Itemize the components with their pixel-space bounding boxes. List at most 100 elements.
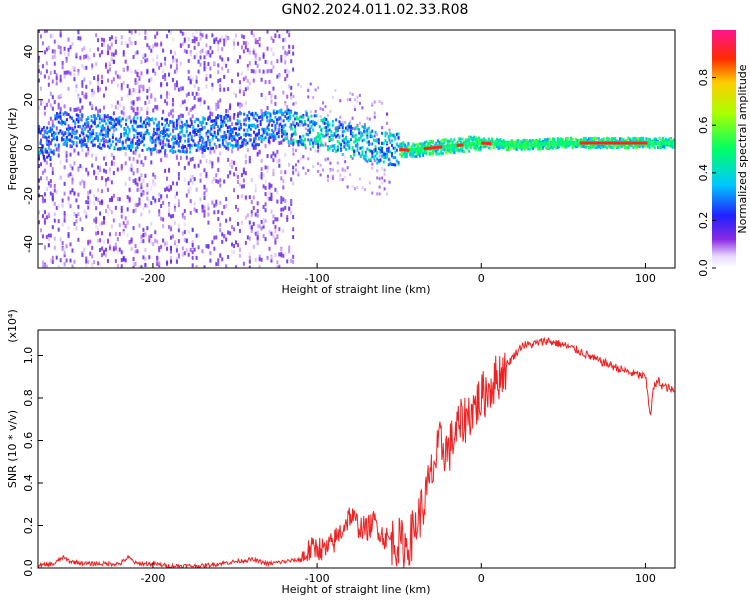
noise-cell — [183, 165, 186, 170]
noise-cell — [112, 155, 115, 160]
noise-cell — [213, 203, 216, 208]
noise-cell — [260, 109, 263, 114]
signal-cell — [143, 143, 146, 147]
signal-cell — [277, 128, 280, 132]
signal-cell — [341, 123, 344, 127]
noise-cell — [193, 36, 196, 41]
noise-cell — [264, 202, 267, 207]
noise-cell — [134, 178, 137, 183]
signal-cell — [323, 134, 326, 138]
noise-cell — [150, 160, 153, 165]
signal-cell — [335, 118, 338, 122]
signal-cell — [338, 135, 341, 139]
signal-cell — [180, 125, 183, 129]
noise-cell — [124, 216, 127, 221]
signal-cell — [136, 139, 139, 143]
noise-cell — [322, 101, 325, 105]
signal-cell — [271, 135, 274, 139]
noise-cell — [329, 169, 332, 173]
noise-cell — [183, 251, 186, 256]
noise-cell — [268, 68, 271, 73]
signal-cell — [149, 138, 152, 142]
noise-cell — [65, 153, 68, 158]
noise-cell — [217, 44, 220, 49]
noise-cell — [346, 98, 349, 102]
noise-cell — [164, 241, 167, 246]
signal-cell — [359, 135, 362, 139]
noise-cell — [132, 209, 135, 214]
noise-cell — [264, 185, 267, 190]
noise-cell — [195, 91, 198, 96]
signal-cell — [243, 128, 246, 132]
signal-cell — [126, 125, 129, 129]
signal-cell — [136, 125, 139, 129]
signal-cell — [537, 140, 540, 144]
noise-cell — [201, 154, 204, 159]
signal-cell — [333, 146, 336, 150]
noise-cell — [63, 165, 66, 170]
signal-cell — [390, 143, 393, 147]
signal-cell — [361, 125, 364, 129]
noise-cell — [134, 41, 137, 46]
noise-cell — [128, 187, 131, 192]
noise-cell — [118, 247, 121, 252]
signal-cell — [179, 126, 182, 130]
noise-cell — [116, 250, 119, 255]
signal-cell — [619, 137, 622, 141]
signal-cell — [397, 136, 400, 140]
signal-cell — [228, 131, 231, 135]
signal-cell — [615, 143, 618, 147]
signal-cell — [453, 151, 456, 155]
noise-cell — [144, 262, 147, 267]
signal-cell — [394, 150, 397, 154]
noise-cell — [205, 133, 208, 138]
noise-cell — [49, 140, 52, 145]
signal-cell — [195, 132, 198, 136]
signal-cell — [287, 116, 290, 120]
noise-cell — [227, 68, 230, 73]
noise-cell — [162, 74, 165, 79]
noise-cell — [87, 205, 90, 210]
noise-cell — [319, 163, 322, 167]
signal-cell — [64, 131, 67, 135]
noise-cell — [77, 167, 80, 172]
signal-cell — [269, 133, 272, 137]
signal-cell — [558, 138, 561, 142]
noise-cell — [132, 156, 135, 161]
signal-cell — [484, 138, 487, 142]
noise-cell — [81, 64, 84, 69]
noise-cell — [304, 171, 307, 175]
noise-cell — [189, 157, 192, 162]
signal-cell — [139, 124, 142, 128]
signal-cell — [289, 110, 292, 114]
signal-cell — [565, 136, 568, 140]
signal-cell — [642, 144, 645, 148]
signal-cell — [74, 125, 77, 129]
signal-cell — [386, 141, 389, 145]
signal-cell — [279, 109, 282, 113]
noise-cell — [112, 52, 115, 57]
noise-cell — [246, 79, 249, 84]
signal-cell — [423, 144, 426, 148]
signal-cell — [134, 146, 137, 150]
noise-cell — [242, 184, 245, 189]
signal-cell — [239, 112, 242, 116]
noise-cell — [93, 218, 96, 223]
noise-cell — [258, 56, 261, 61]
noise-cell — [334, 88, 337, 92]
noise-cell — [83, 55, 86, 60]
noise-cell — [354, 105, 357, 109]
noise-cell — [138, 31, 141, 36]
signal-cell — [614, 137, 617, 141]
noise-cell — [166, 241, 169, 246]
noise-cell — [132, 179, 135, 184]
signal-cell — [213, 130, 216, 134]
signal-cell — [223, 120, 226, 124]
signal-cell — [39, 141, 42, 145]
signal-cell — [169, 121, 172, 125]
noise-cell — [254, 231, 257, 236]
signal-cell — [225, 123, 228, 127]
noise-cell — [122, 68, 125, 73]
noise-cell — [43, 263, 46, 268]
signal-cell — [189, 124, 192, 128]
